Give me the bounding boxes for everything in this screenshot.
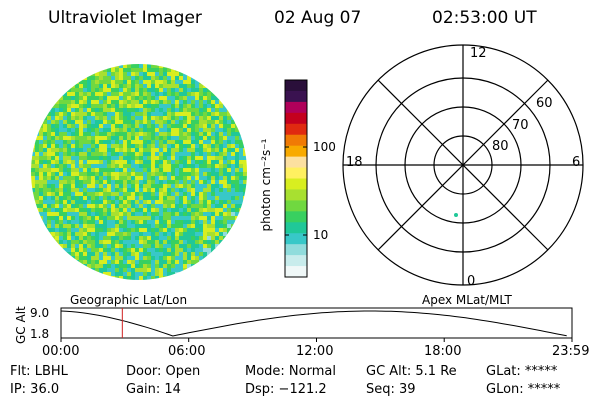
mlt-label-6: 6 <box>572 155 581 170</box>
colorbar-cell <box>285 200 307 212</box>
colorbar-cell <box>285 112 307 125</box>
status-ip: IP: 36.0 <box>10 382 60 397</box>
status-dsp: Dsp: −121.2 <box>245 382 327 397</box>
colorbar-cell <box>285 266 307 278</box>
time-tick-0000: 00:00 <box>42 344 80 359</box>
colorbar-cell <box>285 167 307 179</box>
colorbar-cell <box>285 134 307 147</box>
gc-alt-tick-9: 9.0 <box>30 306 50 320</box>
colorbar-tick-10: 10 <box>313 228 329 242</box>
colorbar-cell <box>285 123 307 136</box>
colorbar-tick-100: 100 <box>313 140 336 154</box>
mlt-label-0: 0 <box>467 274 476 289</box>
time-tick-1200: 12:00 <box>296 344 334 359</box>
time-tick-2359: 23:59 <box>552 344 590 359</box>
colorbar-cell <box>285 145 307 158</box>
instrument-title: Ultraviolet Imager <box>48 8 202 28</box>
gc-alt-tick-1-8: 1.8 <box>30 327 50 341</box>
colorbar-cell <box>285 178 307 190</box>
lat-label-80: 80 <box>492 139 509 154</box>
time-label: 02:53:00 UT <box>432 8 537 28</box>
status-mode: Mode: Normal <box>245 364 336 379</box>
mlt-label-18: 18 <box>346 155 363 170</box>
time-tick-1800: 18:00 <box>424 344 462 359</box>
colorbar-cell <box>285 211 307 223</box>
colorbar-cell <box>285 156 307 169</box>
status-gain: Gain: 14 <box>126 382 181 397</box>
colorbar-cell <box>285 255 307 267</box>
time-tick-0600: 06:00 <box>168 344 206 359</box>
uv-image-disk <box>31 64 247 280</box>
lat-label-70: 70 <box>512 118 529 133</box>
colorbar-cell <box>285 189 307 201</box>
status-seq: Seq: 39 <box>366 382 416 397</box>
colorbar-cell <box>285 90 307 103</box>
colorbar-cell <box>285 244 307 256</box>
status-door: Door: Open <box>126 364 201 379</box>
status-glat: GLat: ***** <box>486 364 558 379</box>
apex-label: Apex MLat/MLT <box>422 293 512 307</box>
status-filter: Flt: LBHL <box>10 364 68 379</box>
date-label: 02 Aug 07 <box>274 8 362 28</box>
lat-label-60: 60 <box>536 96 553 111</box>
status-gc-alt: GC Alt: 5.1 Re <box>366 364 457 379</box>
colorbar-cell <box>285 101 307 114</box>
status-glon: GLon: ***** <box>486 382 561 397</box>
colorbar-cell <box>285 222 307 234</box>
mlt-label-12: 12 <box>470 46 487 61</box>
colorbar-cell <box>285 233 307 245</box>
colorbar-cell <box>285 80 307 92</box>
geographic-label: Geographic Lat/Lon <box>70 293 188 307</box>
